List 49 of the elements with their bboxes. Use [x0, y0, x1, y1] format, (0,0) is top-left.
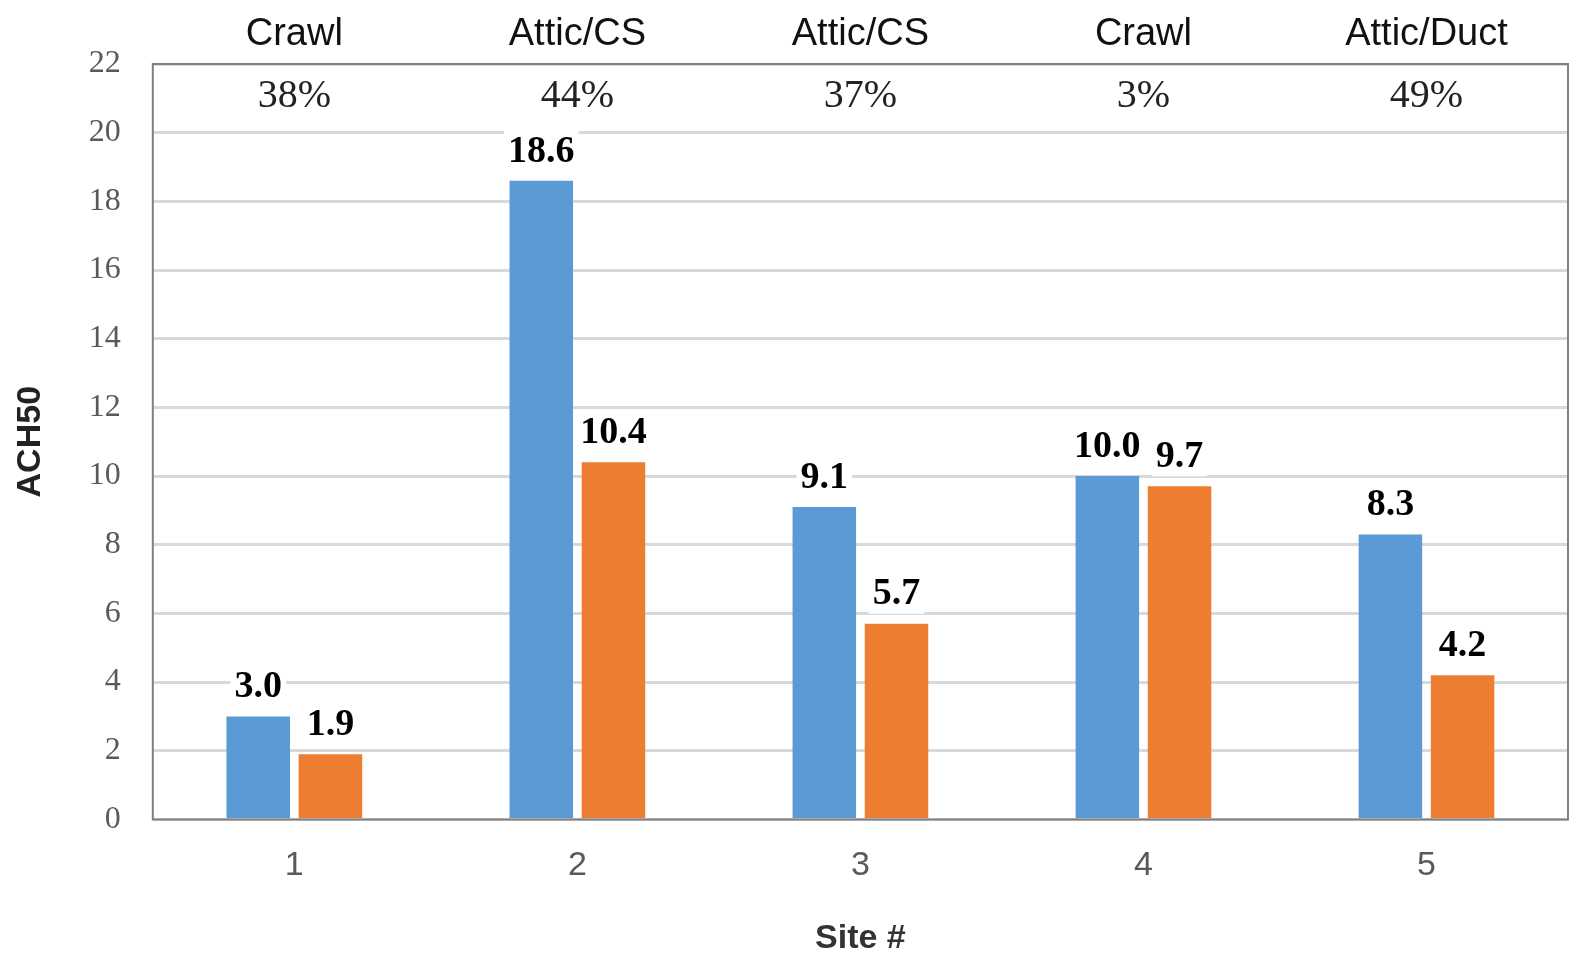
bar: [1430, 675, 1495, 818]
y-tick-label: 4: [104, 661, 121, 698]
bar: [1358, 534, 1423, 818]
bar: [581, 462, 646, 818]
annotation: 44%: [540, 70, 615, 116]
y-tick-label: 10: [88, 455, 121, 492]
y-tick-label: 2: [104, 730, 121, 767]
bar: [864, 623, 929, 818]
data-label: 8.3: [1366, 481, 1415, 524]
y-axis-title: ACH50: [8, 385, 47, 498]
y-tick-label: 0: [104, 798, 121, 835]
text: Attic/CS: [791, 11, 930, 54]
y-tick-label: 8: [104, 524, 121, 561]
data-label: 10.0: [1074, 422, 1141, 465]
data-label: 9.1: [800, 453, 849, 496]
y-tick-label: 12: [88, 386, 121, 423]
bar: [1075, 476, 1140, 818]
y-tick-label: 6: [104, 592, 121, 629]
bar: [298, 754, 363, 818]
annotation: 3%: [1116, 70, 1171, 116]
y-tick-label: 14: [88, 318, 121, 355]
data-label: 10.4: [580, 409, 647, 452]
data-label: 3.0: [234, 663, 282, 706]
bar: [792, 506, 857, 818]
annotation: 37%: [823, 70, 898, 116]
text: Attic/Duct: [1345, 11, 1509, 54]
y-tick-label: 18: [88, 180, 121, 217]
data-label: 5.7: [872, 570, 921, 613]
data-label: 18.6: [508, 127, 575, 170]
annotation: 49%: [1389, 70, 1464, 116]
text: Attic/CS: [508, 11, 646, 54]
x-tick-label: 1: [284, 844, 304, 883]
data-label: 4.2: [1438, 622, 1487, 664]
x-tick-label: 2: [567, 844, 587, 883]
x-tick-label: 5: [1417, 844, 1436, 883]
bar: [226, 716, 290, 818]
data-label: 9.7: [1155, 433, 1204, 476]
annotation: 38%: [257, 70, 331, 116]
y-tick-label: 22: [88, 43, 121, 80]
y-tick-label: 16: [88, 249, 121, 286]
x-axis-title: Site #: [815, 916, 906, 955]
x-tick-label: 3: [850, 844, 870, 883]
x-tick-label: 4: [1133, 844, 1153, 883]
text: Crawl: [245, 11, 343, 54]
bar: [509, 180, 574, 818]
y-tick-label: 20: [88, 112, 121, 149]
text: Crawl: [1094, 11, 1192, 54]
data-label: 1.9: [306, 700, 355, 743]
bar: [1147, 486, 1212, 818]
